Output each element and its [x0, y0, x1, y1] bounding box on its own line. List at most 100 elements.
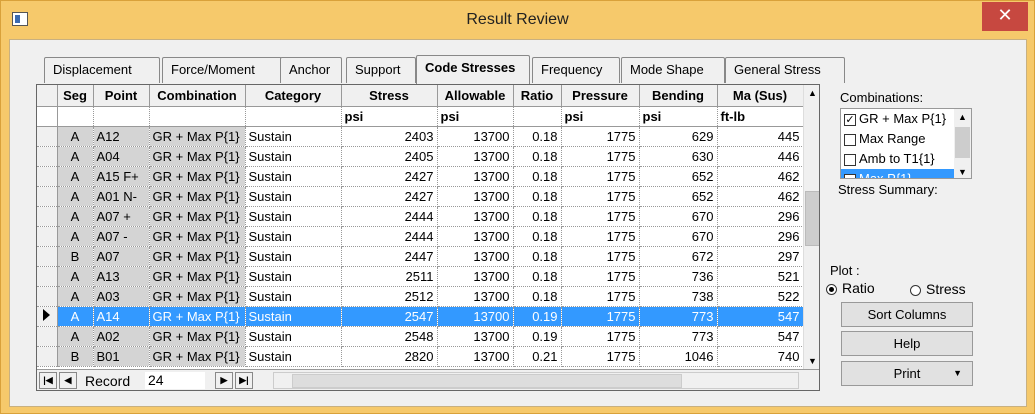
cell-combination[interactable]: GR + Max P{1} — [149, 146, 246, 167]
cell-ma-sus[interactable]: 297 — [717, 246, 804, 267]
tab-general-stress[interactable]: General Stress — [725, 57, 845, 83]
cell-pressure[interactable]: 1775 — [561, 186, 640, 207]
cell-point[interactable]: A03 — [93, 286, 150, 307]
cell-allowable[interactable]: 13700 — [437, 186, 514, 207]
cell-point[interactable]: A01 N- — [93, 186, 150, 207]
cell-ratio[interactable]: 0.18 — [513, 146, 562, 167]
cell-stress[interactable]: 2512 — [341, 286, 438, 307]
cell-allowable[interactable]: 13700 — [437, 126, 514, 147]
cell-allowable[interactable]: 13700 — [437, 146, 514, 167]
table-row[interactable]: A A07 + GR + Max P{1} Sustain 2444 13700 0.18 1… — [37, 206, 804, 227]
cell-allowable[interactable]: 13700 — [437, 166, 514, 187]
cell-bending[interactable]: 630 — [639, 146, 718, 167]
cell-ratio[interactable]: 0.19 — [513, 306, 562, 327]
cell-seg[interactable]: A — [57, 146, 94, 167]
cell-seg[interactable]: A — [57, 266, 94, 287]
col-header-bending[interactable]: Bending — [639, 85, 718, 107]
cell-category[interactable]: Sustain — [245, 186, 342, 207]
tab-code-stresses[interactable]: Code Stresses — [416, 55, 530, 84]
combos-scroll-thumb[interactable] — [955, 127, 970, 158]
table-row[interactable]: A A01 N- GR + Max P{1} Sustain 2427 13700 0.18… — [37, 186, 804, 207]
tab-displacement[interactable]: Displacement — [44, 57, 160, 83]
cell-ratio[interactable]: 0.18 — [513, 206, 562, 227]
cell-category[interactable]: Sustain — [245, 146, 342, 167]
cell-ratio[interactable]: 0.18 — [513, 186, 562, 207]
row-selector[interactable] — [37, 206, 58, 227]
cell-allowable[interactable]: 13700 — [437, 286, 514, 307]
scroll-up-icon[interactable]: ▲ — [805, 85, 819, 101]
cell-seg[interactable]: A — [57, 226, 94, 247]
cell-combination[interactable]: GR + Max P{1} — [149, 306, 246, 327]
cell-allowable[interactable]: 13700 — [437, 246, 514, 267]
cell-allowable[interactable]: 13700 — [437, 306, 514, 327]
vertical-scroll-thumb[interactable] — [805, 191, 819, 246]
checkbox-icon[interactable] — [844, 173, 856, 178]
last-record-icon[interactable]: ▶| — [235, 372, 253, 389]
cell-pressure[interactable]: 1775 — [561, 266, 640, 287]
col-header-seg[interactable]: Seg — [57, 85, 94, 107]
cell-seg[interactable]: A — [57, 186, 94, 207]
cell-seg[interactable]: A — [57, 126, 94, 147]
cell-point[interactable]: A12 — [93, 126, 150, 147]
cell-ma-sus[interactable]: 547 — [717, 306, 804, 327]
tab-force-moment[interactable]: Force/Moment — [162, 57, 282, 83]
cell-ma-sus[interactable]: 462 — [717, 166, 804, 187]
cell-bending[interactable]: 773 — [639, 326, 718, 347]
cell-category[interactable]: Sustain — [245, 286, 342, 307]
cell-stress[interactable]: 2548 — [341, 326, 438, 347]
cell-point[interactable]: B01 — [93, 346, 150, 367]
cell-combination[interactable]: GR + Max P{1} — [149, 206, 246, 227]
cell-point[interactable]: A07 - — [93, 226, 150, 247]
table-row[interactable]: A A07 - GR + Max P{1} Sustain 2444 13700 0.18 1… — [37, 226, 804, 247]
combinations-list[interactable]: ✓ GR + Max P{1} Max Range Amb to T1{1} Max P… — [840, 108, 972, 179]
cell-combination[interactable]: GR + Max P{1} — [149, 266, 246, 287]
prev-record-icon[interactable]: ◀ — [59, 372, 77, 389]
col-header-ma-sus[interactable]: Ma (Sus) — [717, 85, 804, 107]
row-selector[interactable] — [37, 126, 58, 147]
vertical-scrollbar[interactable]: ▲ ▼ — [803, 85, 819, 369]
cell-ma-sus[interactable]: 296 — [717, 206, 804, 227]
row-selector[interactable] — [37, 326, 58, 347]
cell-seg[interactable]: B — [57, 346, 94, 367]
cell-ma-sus[interactable]: 445 — [717, 126, 804, 147]
scroll-down-icon[interactable]: ▼ — [805, 353, 819, 369]
table-row[interactable]: A A15 F+ GR + Max P{1} Sustain 2427 13700 0.18… — [37, 166, 804, 187]
cell-category[interactable]: Sustain — [245, 226, 342, 247]
cell-ratio[interactable]: 0.19 — [513, 326, 562, 347]
table-row[interactable]: A A13 GR + Max P{1} Sustain 2511 13700 0.18 177… — [37, 266, 804, 287]
cell-ma-sus[interactable]: 521 — [717, 266, 804, 287]
table-row[interactable]: B B01 GR + Max P{1} Sustain 2820 13700 0.21 177… — [37, 346, 804, 367]
cell-ratio[interactable]: 0.18 — [513, 226, 562, 247]
cell-seg[interactable]: A — [57, 206, 94, 227]
col-header-ratio[interactable]: Ratio — [513, 85, 562, 107]
cell-stress[interactable]: 2427 — [341, 186, 438, 207]
horizontal-scrollbar[interactable] — [273, 372, 799, 389]
tab-frequency[interactable]: Frequency — [532, 57, 620, 83]
table-row[interactable]: A A12 GR + Max P{1} Sustain 2403 13700 0.18 177… — [37, 126, 804, 147]
cell-bending[interactable]: 738 — [639, 286, 718, 307]
cell-combination[interactable]: GR + Max P{1} — [149, 126, 246, 147]
table-row[interactable]: A A02 GR + Max P{1} Sustain 2548 13700 0.19 177… — [37, 326, 804, 347]
combination-item[interactable]: Max Range — [841, 129, 971, 149]
table-row[interactable]: A A14 GR + Max P{1} Sustain 2547 13700 0.19 177… — [37, 306, 804, 327]
table-row[interactable]: A A04 GR + Max P{1} Sustain 2405 13700 0.18 177… — [37, 146, 804, 167]
cell-category[interactable]: Sustain — [245, 346, 342, 367]
cell-ma-sus[interactable]: 462 — [717, 186, 804, 207]
cell-bending[interactable]: 736 — [639, 266, 718, 287]
cell-category[interactable]: Sustain — [245, 166, 342, 187]
row-selector[interactable] — [37, 306, 58, 327]
cell-allowable[interactable]: 13700 — [437, 326, 514, 347]
cell-pressure[interactable]: 1775 — [561, 306, 640, 327]
cell-pressure[interactable]: 1775 — [561, 226, 640, 247]
results-grid[interactable]: Seg Point Combination Category Stress Allowab… — [36, 84, 820, 391]
title-bar[interactable]: Result Review ✕ — [1, 1, 1034, 39]
cell-category[interactable]: Sustain — [245, 126, 342, 147]
cell-ratio[interactable]: 0.18 — [513, 286, 562, 307]
cell-stress[interactable]: 2444 — [341, 206, 438, 227]
cell-stress[interactable]: 2447 — [341, 246, 438, 267]
sort-columns-button[interactable]: Sort Columns — [841, 302, 973, 327]
cell-point[interactable]: A15 F+ — [93, 166, 150, 187]
cell-ratio[interactable]: 0.18 — [513, 126, 562, 147]
cell-category[interactable]: Sustain — [245, 266, 342, 287]
cell-category[interactable]: Sustain — [245, 326, 342, 347]
